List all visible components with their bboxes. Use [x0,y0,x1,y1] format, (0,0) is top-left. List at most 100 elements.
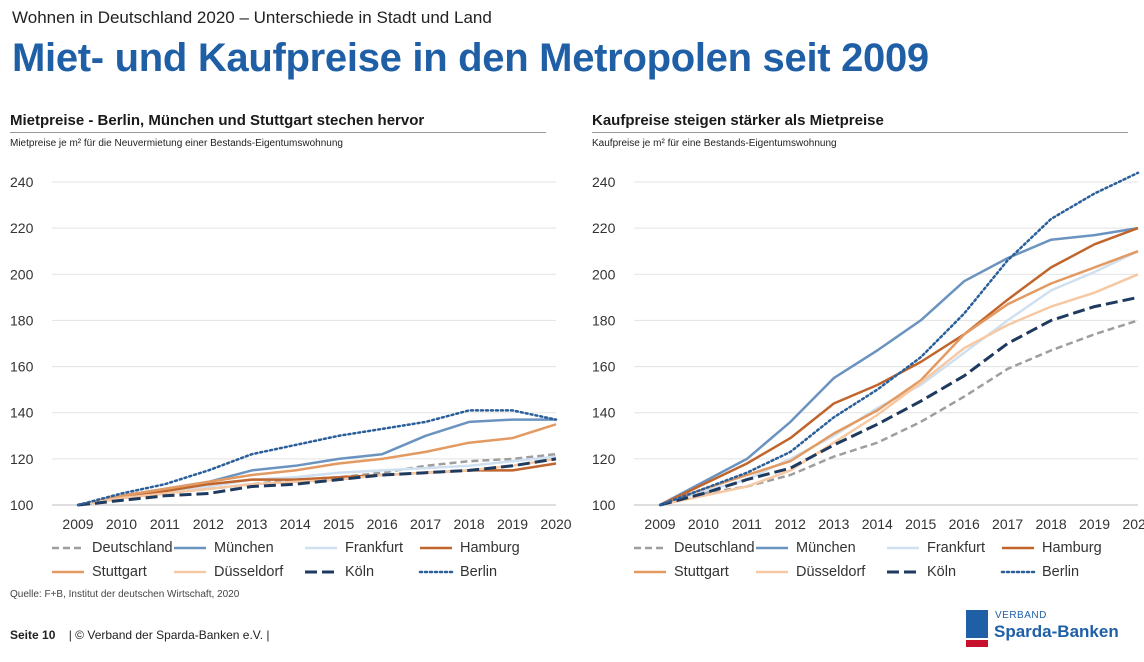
rent-legend-swatch [52,546,84,550]
rent-y-tick-label: 220 [10,220,34,236]
purchase-legend-label: Berlin [1042,564,1080,580]
rent-legend-label: Düsseldorf [214,564,284,580]
logo-blue-block [966,610,988,638]
purchase-chart-title: Kaufpreise steigen stärker als Mietpreis… [592,112,884,129]
purchase-x-tick-label: 2010 [688,516,719,532]
rent-legend-label: Hamburg [460,540,520,556]
purchase-legend-item-duesseldorf: Düsseldorf [754,564,865,580]
purchase-chart-subtitle: Kaufpreise je m² für eine Bestands-Eigen… [592,138,837,149]
rent-legend-label: München [214,540,274,556]
purchase-legend-label: Hamburg [1042,540,1102,556]
purchase-chart-rule [592,132,1128,133]
purchase-legend-item-frankfurt: Frankfurt [885,540,985,556]
purchase-x-tick-label: 2014 [862,516,893,532]
rent-legend-swatch [418,570,454,574]
rent-line-chart: 100 120 140 160 180 200 220 240 2009 2010 2011 2012… [10,174,572,532]
purchase-legend-swatch [634,570,666,574]
rent-legend-item-deutschland: Deutschland [50,540,173,556]
purchase-legend-label: Frankfurt [927,540,986,556]
rent-legend-swatch [52,570,84,574]
purchase-series-line-muenchen [659,226,1139,507]
rent-legend-item-hamburg: Hamburg [418,540,520,556]
rent-x-tick-label: 2012 [193,516,224,532]
purchase-y-tick-label: 140 [592,405,616,421]
sparda-logo: VERBAND Sparda-Banken [964,610,1139,650]
rent-y-tick-label: 160 [10,359,34,375]
rent-legend-swatch [174,570,206,574]
rent-x-tick-label: 2013 [236,516,267,532]
rent-legend-item-frankfurt: Frankfurt [303,540,403,556]
rent-legend-item-muenchen: München [172,540,274,556]
purchase-legend-swatch [887,546,919,550]
purchase-x-tick-label: 2018 [1036,516,1067,532]
purchase-y-tick-label: 100 [592,497,616,513]
rent-legend-label: Deutschland [92,540,173,556]
purchase-legend-item-berlin: Berlin [1000,564,1079,580]
rent-chart-legend: Deutschland München Frankfurt Hamburg Stuttg… [50,540,530,590]
rent-series-line-koeln [77,457,557,507]
rent-y-tick-label: 120 [10,451,34,467]
purchase-y-tick-label: 220 [592,220,616,236]
purchase-chart-panel: Kaufpreise steigen stärker als Mietpreis… [592,112,1144,602]
purchase-x-tick-label: 2011 [732,516,762,532]
purchase-y-tick-label: 180 [592,312,616,328]
rent-x-tick-label: 2009 [62,516,93,532]
purchase-x-tick-label: 2016 [949,516,980,532]
purchase-series-line-duesseldorf [659,273,1139,507]
purchase-legend-item-stuttgart: Stuttgart [632,564,729,580]
rent-chart-subtitle: Mietpreise je m² für die Neuvermietung e… [10,138,343,149]
rent-y-tick-label: 180 [10,312,34,328]
rent-x-tick-label: 2016 [367,516,398,532]
copyright-text: | © Verband der Sparda-Banken e.V. | [68,628,270,642]
rent-legend-label: Berlin [460,564,498,580]
rent-legend-item-koeln: Köln [303,564,374,580]
purchase-legend-item-hamburg: Hamburg [1000,540,1102,556]
source-note: Quelle: F+B, Institut der deutschen Wirt… [10,589,240,600]
purchase-legend-item-koeln: Köln [885,564,956,580]
rent-x-tick-label: 2019 [497,516,528,532]
rent-legend-swatch [420,546,452,550]
purchase-legend-swatch [634,546,666,550]
purchase-legend-label: Stuttgart [674,564,729,580]
purchase-x-tick-label: 2009 [644,516,675,532]
rent-legend-label: Frankfurt [345,540,404,556]
purchase-legend-label: Köln [927,564,957,580]
purchase-legend-swatch [756,570,788,574]
purchase-legend-swatch [756,546,788,550]
purchase-legend-label: Düsseldorf [796,564,866,580]
purchase-legend-label: Deutschland [674,540,755,556]
rent-chart-rule [10,132,546,133]
rent-x-tick-label: 2015 [323,516,354,532]
rent-chart-panel: Mietpreise - Berlin, München und Stuttga… [10,112,572,602]
purchase-x-tick-label: 2017 [992,516,1023,532]
purchase-legend-item-muenchen: München [754,540,856,556]
purchase-x-tick-label: 2020 [1122,516,1144,532]
rent-series-line-berlin [76,409,558,507]
purchase-series-line-berlin [658,171,1140,507]
rent-legend-swatch [305,570,337,574]
purchase-chart-legend: Deutschland München Frankfurt Hamburg Stuttg… [632,540,1112,590]
footer: Seite 10 | © Verband der Sparda-Banken e… [10,628,269,642]
purchase-x-tick-label: 2015 [905,516,936,532]
rent-legend-label: Köln [345,564,375,580]
rent-x-tick-label: 2010 [106,516,137,532]
rent-legend-swatch [174,546,206,550]
logo-line2: Sparda-Banken [994,622,1119,641]
rent-legend-item-duesseldorf: Düsseldorf [172,564,283,580]
purchase-legend-item-deutschland: Deutschland [632,540,755,556]
rent-x-tick-label: 2020 [540,516,571,532]
rent-series-line-stuttgart [77,423,557,507]
purchase-legend-swatch [1002,546,1034,550]
purchase-legend-swatch [887,570,919,574]
purchase-y-tick-label: 200 [592,266,616,282]
purchase-line-chart: 100 120 140 160 180 200 220 240 2009 2010 2011 2012… [592,171,1144,532]
page-title: Miet- und Kaufpreise in den Metropolen s… [12,36,929,80]
purchase-y-tick-label: 240 [592,174,616,190]
page-number: Seite 10 [10,628,56,642]
rent-legend-swatch [305,546,337,550]
rent-legend-label: Stuttgart [92,564,147,580]
header-kicker: Wohnen in Deutschland 2020 – Unterschied… [12,8,492,27]
purchase-y-tick-label: 120 [592,451,616,467]
rent-x-tick-label: 2017 [410,516,441,532]
purchase-legend-swatch [1000,570,1036,574]
